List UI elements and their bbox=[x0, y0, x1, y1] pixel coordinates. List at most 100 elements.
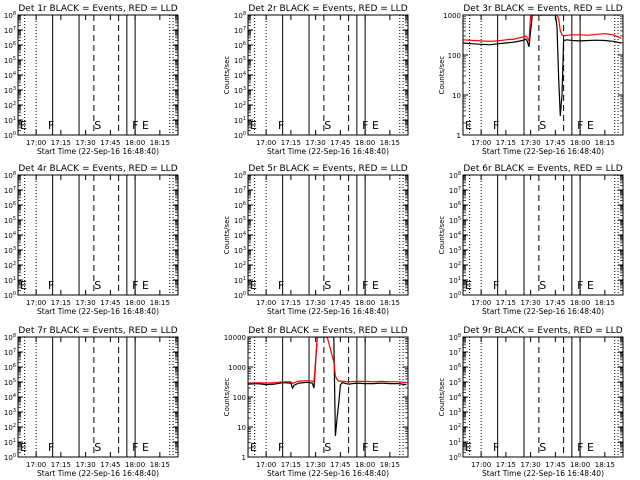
y-tick-label: 100 bbox=[4, 131, 16, 140]
x-tick-label: 17:45 bbox=[545, 299, 565, 307]
x-tick-label: 18:15 bbox=[595, 139, 615, 147]
x-tick-label: 17:15 bbox=[496, 299, 516, 307]
y-tick-label: 103 bbox=[449, 246, 461, 255]
y-tick-label: 10 bbox=[237, 424, 246, 432]
y-tick-label: 105 bbox=[234, 56, 246, 65]
y-tick-label: 107 bbox=[4, 186, 16, 195]
phase-marker-f: F bbox=[362, 279, 368, 292]
x-tick-label: 17:00 bbox=[26, 461, 46, 469]
x-tick-label: 18:15 bbox=[595, 461, 615, 469]
y-tick-label: 107 bbox=[449, 348, 461, 357]
x-tick-label: 17:00 bbox=[256, 299, 276, 307]
y-tick-label: 1000 bbox=[443, 12, 461, 20]
y-tick-label: 101 bbox=[4, 276, 16, 285]
y-tick-label: 104 bbox=[234, 71, 246, 80]
y-tick-label: 106 bbox=[234, 41, 246, 50]
x-axis-label: Start Time (22-Sep-16 16:48:40) bbox=[37, 307, 159, 316]
y-axis-label: Counts/sec bbox=[438, 216, 446, 255]
y-tick-label: 104 bbox=[4, 231, 16, 240]
x-tick-label: 18:15 bbox=[150, 299, 170, 307]
x-tick-label: 18:00 bbox=[355, 461, 375, 469]
phase-marker-f: F bbox=[278, 279, 284, 292]
x-tick-label: 18:00 bbox=[570, 461, 590, 469]
x-tick-label: 18:00 bbox=[125, 461, 145, 469]
series-events-line bbox=[463, 15, 622, 116]
x-tick-label: 18:00 bbox=[570, 299, 590, 307]
phase-marker-f: F bbox=[577, 441, 583, 454]
y-tick-label: 1 bbox=[242, 454, 246, 462]
series-lld-line bbox=[463, 15, 622, 42]
y-axis-label: Counts/sec bbox=[223, 378, 231, 417]
phase-marker-f: F bbox=[48, 119, 54, 132]
phase-marker-s: S bbox=[539, 279, 546, 292]
plot-frame bbox=[462, 14, 624, 136]
y-tick-label: 105 bbox=[449, 216, 461, 225]
panel-det-4r: Det 4r BLACK = Events, RED = LLD Counts/s… bbox=[0, 164, 179, 316]
y-tick-label: 105 bbox=[4, 56, 16, 65]
x-tick-label: 18:15 bbox=[380, 139, 400, 147]
panel-det-1r: Det 1r BLACK = Events, RED = LLD Counts/s… bbox=[0, 4, 179, 156]
y-tick-label: 101 bbox=[4, 438, 16, 447]
y-tick-label: 102 bbox=[449, 423, 461, 432]
phase-marker-e: E bbox=[465, 441, 472, 454]
x-tick-label: 17:30 bbox=[76, 461, 96, 469]
x-tick-label: 17:30 bbox=[306, 139, 326, 147]
phase-marker-s: S bbox=[324, 119, 331, 132]
x-tick-label: 17:00 bbox=[26, 139, 46, 147]
y-tick-label: 100 bbox=[4, 291, 16, 300]
y-tick-label: 100 bbox=[4, 453, 16, 462]
x-axis-label: Start Time (22-Sep-16 16:48:40) bbox=[482, 469, 604, 478]
x-tick-label: 18:00 bbox=[355, 299, 375, 307]
phase-marker-e: E bbox=[372, 441, 379, 454]
y-tick-label: 100 bbox=[449, 291, 461, 300]
panel-title: Det 3r BLACK = Events, RED = LLD bbox=[463, 4, 622, 14]
plot-frame bbox=[462, 336, 624, 458]
phase-marker-s: S bbox=[539, 441, 546, 454]
x-tick-label: 17:30 bbox=[521, 139, 541, 147]
plot-frame bbox=[247, 174, 409, 296]
phase-marker-s: S bbox=[94, 441, 101, 454]
x-axis-label: Start Time (22-Sep-16 16:48:40) bbox=[37, 469, 159, 478]
y-tick-label: 107 bbox=[4, 348, 16, 357]
x-tick-label: 17:15 bbox=[281, 461, 301, 469]
x-tick-label: 17:30 bbox=[306, 461, 326, 469]
phase-marker-e: E bbox=[20, 441, 27, 454]
y-tick-label: 105 bbox=[4, 216, 16, 225]
panel-title: Det 7r BLACK = Events, RED = LLD bbox=[18, 326, 177, 336]
phase-marker-f: F bbox=[132, 119, 138, 132]
plot-frame bbox=[17, 336, 179, 458]
phase-marker-e: E bbox=[20, 119, 27, 132]
y-axis-label: Counts/sec bbox=[0, 378, 1, 417]
x-tick-label: 17:00 bbox=[471, 299, 491, 307]
y-tick-label: 104 bbox=[234, 231, 246, 240]
x-axis-label: Start Time (22-Sep-16 16:48:40) bbox=[267, 307, 389, 316]
y-tick-label: 10000 bbox=[224, 334, 246, 342]
y-tick-label: 102 bbox=[4, 101, 16, 110]
y-tick-label: 100 bbox=[234, 131, 246, 140]
x-tick-label: 17:45 bbox=[100, 299, 120, 307]
phase-marker-e: E bbox=[250, 279, 257, 292]
y-tick-label: 102 bbox=[4, 423, 16, 432]
y-tick-label: 101 bbox=[449, 276, 461, 285]
panel-title: Det 6r BLACK = Events, RED = LLD bbox=[463, 164, 622, 174]
y-tick-label: 108 bbox=[234, 171, 246, 180]
phase-marker-f: F bbox=[577, 119, 583, 132]
y-tick-label: 106 bbox=[4, 201, 16, 210]
y-tick-label: 107 bbox=[4, 26, 16, 35]
plot-frame bbox=[17, 174, 179, 296]
phase-marker-e: E bbox=[372, 119, 379, 132]
phase-marker-s: S bbox=[324, 441, 331, 454]
y-tick-label: 103 bbox=[449, 408, 461, 417]
x-tick-label: 18:15 bbox=[150, 461, 170, 469]
y-tick-label: 108 bbox=[234, 11, 246, 20]
x-tick-label: 17:30 bbox=[306, 299, 326, 307]
x-tick-label: 17:15 bbox=[281, 139, 301, 147]
x-tick-label: 17:15 bbox=[496, 139, 516, 147]
y-tick-label: 1000 bbox=[228, 364, 246, 372]
y-tick-label: 107 bbox=[449, 186, 461, 195]
y-tick-label: 101 bbox=[4, 116, 16, 125]
phase-marker-f: F bbox=[362, 119, 368, 132]
y-tick-label: 1 bbox=[457, 132, 461, 140]
phase-marker-f: F bbox=[493, 119, 499, 132]
